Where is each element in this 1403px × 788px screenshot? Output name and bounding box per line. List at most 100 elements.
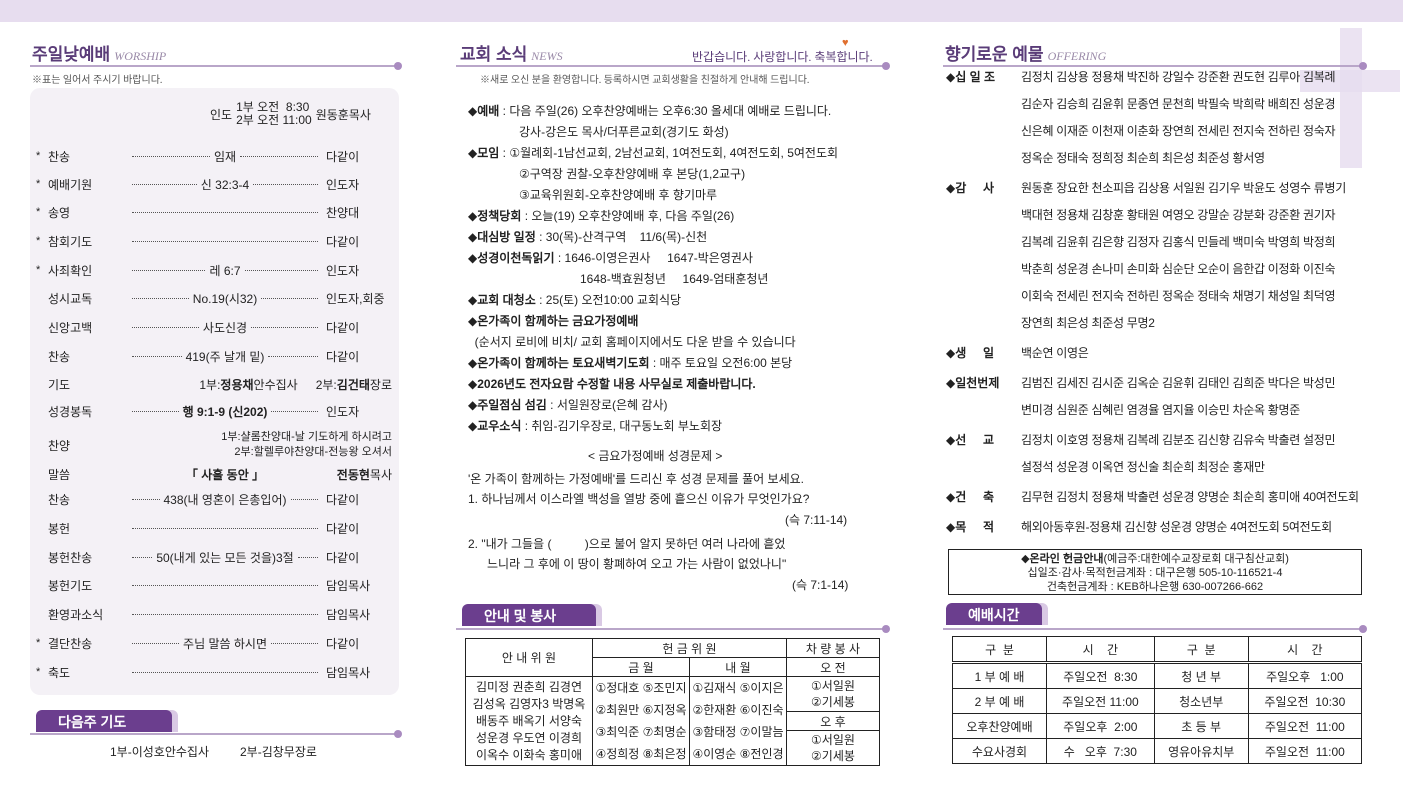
order-detail: No.19(시32) [192, 291, 258, 306]
offering-category: ◆십 일 조 [946, 70, 996, 84]
name-line: ①서일원 [811, 733, 855, 747]
dot-leader [244, 269, 318, 271]
order-detail: 438(내 영혼이 은총입어) [163, 492, 287, 507]
next-prayer-tab: 다음주 기도 [36, 710, 172, 732]
order-label: 예배기원 [48, 177, 93, 192]
order-detail: 50(내게 있는 모든 것을)3절 [156, 550, 294, 565]
news-item-cont: ③교육위원회-오후찬양예배 후 향기마루 [519, 188, 718, 202]
news-item: (순서지 로비에 비치/ 교회 홈페이지에서도 다운 받을 수 있습니다 [468, 333, 796, 350]
order-label: 기도 [48, 377, 71, 392]
news-label: ◆온가족이 함께하는 금요가정예배 [468, 314, 639, 328]
required-stand-marker: * [36, 666, 41, 678]
order-content [128, 527, 322, 529]
dot-leader [132, 410, 179, 412]
order-content: No.19(시32) [128, 290, 322, 307]
worship-row: * 결단찬송 주님 말씀 하시면 다같이 [36, 633, 392, 653]
order-detail: 행 9:1-9 (신202) [182, 404, 268, 419]
dot-leader [132, 240, 318, 242]
next-month-cell: ①김재식 ⑤이지은 ②한재환 ⑥이진숙 ③함태정 ⑦이말늠 ④이영순 ⑧전인경 [689, 676, 787, 766]
news-text: : ①월례회-1남선교회, 2남선교회, 1여전도회, 4여전도회, 5여전도회 [499, 146, 839, 160]
order-detail: 419(주 날개 밑) [185, 349, 265, 364]
times-header: 시 간 [1046, 635, 1155, 664]
quiz-q2: 2. "내가 그들을 ( )으로 불어 알지 못하던 여러 나라에 흩었 [468, 537, 786, 551]
worship-row: * 찬송 임재 다같이 [36, 146, 392, 166]
offering-category: ◆일천번제 [946, 376, 1000, 390]
dot-leader [261, 297, 318, 299]
worship-row: 찬양 1부:샬롬찬양대-날 기도하게 하시려고 2부:할렐루야찬양대-전능왕 오셔서 [36, 428, 392, 462]
order-content [128, 584, 322, 586]
order-label: 찬송 [48, 149, 71, 164]
order-content: 50(내게 있는 모든 것을)3절 [128, 549, 322, 566]
order-person: 다같이 [326, 521, 360, 536]
news-item: ◆교회 대청소 : 25(토) 오전10:00 교회식당 [468, 291, 681, 308]
dot-leader [251, 326, 319, 328]
order-label: 결단찬송 [48, 636, 93, 651]
quiz-intro: '온 가족이 함께하는 가정예배'를 드리신 후 성경 문제를 풀어 보세요. [468, 472, 805, 486]
divider [30, 62, 402, 70]
order-person: 다같이 [326, 149, 360, 164]
offering-names: 박춘희 성운경 손나미 손미화 심순단 오순이 음한갑 이정화 이진숙 [1021, 262, 1336, 276]
news-label: ◆온가족이 함께하는 토요새벽기도회 [468, 356, 650, 370]
prayer-text: 정용채 [220, 377, 254, 392]
order-person: 다같이 [326, 492, 360, 507]
offering-names: 백대현 정용채 김창훈 황태원 여영오 강말순 강분화 강준환 권기자 [1021, 208, 1336, 222]
required-stand-marker: * [36, 150, 41, 162]
order-person: 다같이 [326, 349, 360, 364]
dot-leader [290, 498, 319, 500]
news-text: : 다음 주일(26) 오후찬양예배는 오후6:30 올세대 예배로 드립니다. [499, 104, 832, 118]
news-text: : 서일원장로(은혜 감사) [546, 398, 668, 412]
worship-row: * 송영 찬양대 [36, 202, 392, 222]
name-line: 이옥수 이화숙 홍미애 [475, 747, 583, 762]
next-prayer-2: 2부-김창무장로 [240, 745, 317, 759]
worship-note: ※표는 일어서 주시기 바랍니다. [32, 75, 163, 86]
times-cell: 오후찬양예배 [952, 713, 1047, 740]
name-line: ③최익준 ⑦최명순 [595, 725, 687, 739]
order-label: 축도 [48, 665, 71, 680]
times-cell: 주일오전 11:00 [1247, 738, 1363, 764]
order-label: 송영 [48, 205, 71, 220]
worship-row: 성시교독 No.19(시32) 인도자,회중 [36, 288, 392, 308]
news-item: ◆정책당회 : 오늘(19) 오후찬양예배 후, 다음 주일(26) [468, 207, 734, 224]
name-line: ①서일원 [811, 679, 855, 693]
times-header: 구 분 [952, 635, 1047, 664]
car-am-cell: ①서일원 ②기세봉 [786, 676, 880, 712]
usher-header: 안 내 위 원 [465, 638, 593, 677]
news-slogan: 반갑습니다. 사랑합니다. 축복합니다. [692, 50, 873, 64]
dot-leader [132, 155, 210, 157]
order-person: 인도자 [326, 263, 360, 278]
news-item-cont: 1648-백효원청년 1649-엄태훈청년 [580, 272, 769, 286]
news-label: ◆2026년도 전자요람 수정할 내용 사무실로 제출바랍니다. [468, 377, 756, 391]
cross-decoration [1340, 28, 1362, 168]
times-cell: 주일오전 10:30 [1247, 688, 1363, 715]
worship-row: * 참회기도 다같이 [36, 231, 392, 251]
this-month-cell: ①정대호 ⑤조민지 ②최원만 ⑥지정옥 ③최익준 ⑦최명순 ④정희정 ⑧최은정 [592, 676, 690, 766]
news-item: ◆주일점심 섬김 : 서일원장로(은혜 감사) [468, 396, 668, 413]
order-label: 말씀 [48, 467, 71, 482]
order-content [128, 240, 322, 242]
offering-names: 김무현 김정치 정용채 박출련 성운경 양명순 최순희 홍미애 40여전도회 [1021, 490, 1359, 504]
order-person: 담임목사 [326, 665, 371, 680]
worship-row: 봉헌찬송 50(내게 있는 모든 것을)3절 다같이 [36, 547, 392, 567]
order-content: 「 사흘 동안 」 [128, 466, 322, 483]
car-am-header: 오 전 [786, 657, 880, 677]
news-label: ◆예배 [468, 104, 500, 118]
news-label: ◆성경이천독읽기 [468, 251, 555, 265]
name-line: ②기세봉 [811, 749, 855, 763]
online-offering-box: ◆온라인 헌금안내(예금주:대한예수교장로회 대구침산교회) 십일조·감사·목적… [948, 549, 1362, 595]
this-month-header: 금 월 [592, 657, 690, 677]
offering-names: 설정석 성운경 이옥연 정신술 최순희 최정순 홍재만 [1021, 460, 1265, 474]
required-stand-marker: * [36, 235, 41, 247]
order-person: 찬양대 [326, 205, 360, 220]
name-line: ②한재환 ⑥이진숙 [692, 703, 784, 717]
times-cell: 주일오전 11:00 [1046, 688, 1155, 715]
name-line: ④정희정 ⑧최은정 [595, 747, 687, 761]
dot-leader [132, 211, 318, 213]
worship-row: 찬송 419(주 날개 밑) 다같이 [36, 346, 392, 366]
quiz-q1: 1. 하나님께서 이스라엘 백성을 열방 중에 흩으신 이유가 무엇인가요? [468, 492, 810, 506]
car-pm-cell: ①서일원 ②기세봉 [786, 730, 880, 766]
service-1-time: 1부 오전 8:30 [236, 100, 310, 114]
divider [943, 62, 1367, 70]
cross-decoration-bar [1300, 70, 1400, 92]
service-2-time: 2부 오전 11:00 [236, 113, 312, 127]
